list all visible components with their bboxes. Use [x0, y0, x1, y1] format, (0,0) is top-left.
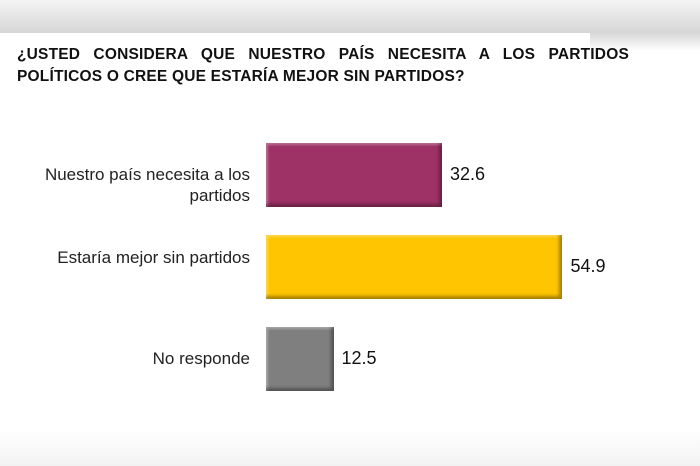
bar-2	[266, 327, 334, 391]
chart-title: ¿USTED CONSIDERA QUE NUESTRO PAÍS NECESI…	[17, 46, 629, 85]
page-shadow	[590, 33, 700, 51]
bar-0	[266, 143, 443, 207]
value-label-1: 54.9	[570, 256, 606, 276]
category-label-1: Estaría mejor sin partidos	[57, 248, 250, 267]
value-label-2: 12.5	[341, 348, 377, 368]
top-band	[0, 0, 700, 33]
category-label-0: Nuestro país necesita a los partidos	[44, 165, 250, 205]
value-label-0: 32.6	[450, 164, 486, 184]
category-label-2: No responde	[152, 349, 250, 368]
bottom-band	[0, 430, 700, 466]
bar-1	[266, 235, 563, 299]
